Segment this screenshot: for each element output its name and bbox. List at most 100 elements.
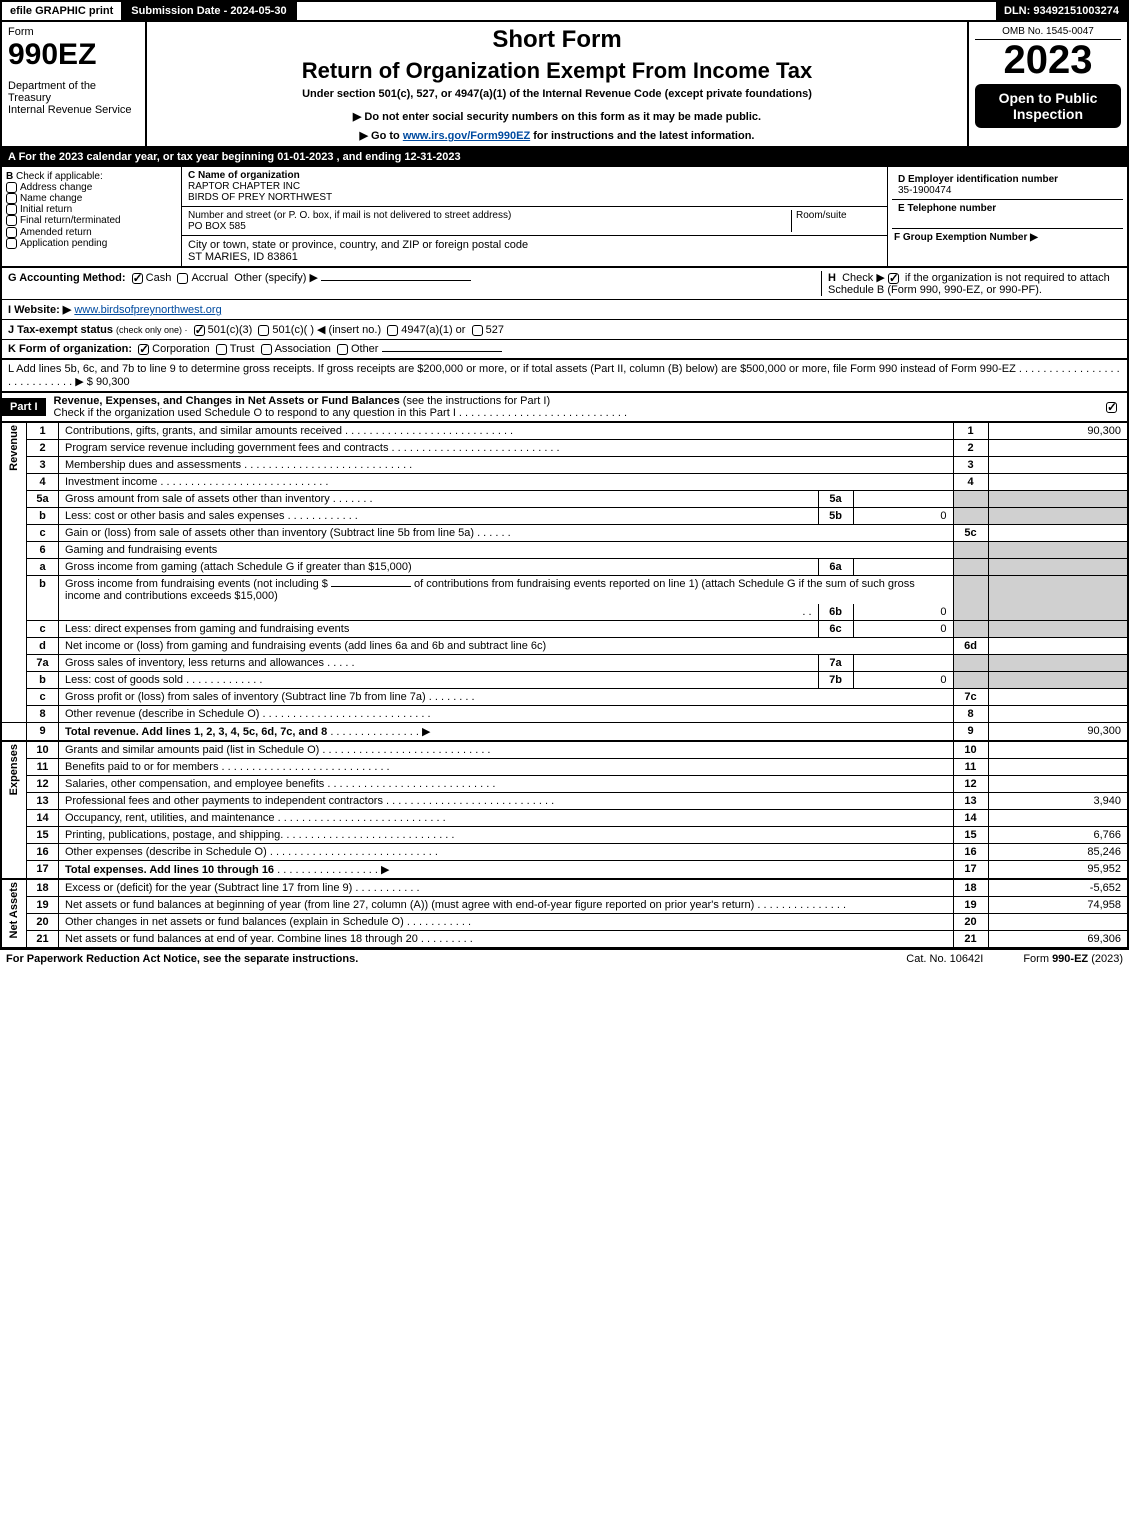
checkbox-accrual[interactable] [177, 273, 188, 284]
sub-5b: 5b [818, 508, 853, 525]
opt-address-change: Address change [20, 182, 92, 193]
checkbox-schedule-o[interactable] [1106, 402, 1117, 413]
checkbox-name-change[interactable] [6, 193, 17, 204]
footer-left: For Paperwork Reduction Act Notice, see … [6, 953, 358, 965]
amt-13: 3,940 [988, 793, 1128, 810]
section-k-form-org: K Form of organization: Corporation Trus… [0, 340, 1129, 360]
num-9: 9 [953, 723, 988, 742]
amt-14 [988, 810, 1128, 827]
amt-2 [988, 440, 1128, 457]
sval-7b: 0 [853, 672, 953, 689]
section-l-gross-receipts: L Add lines 5b, 6c, and 7b to line 9 to … [0, 360, 1129, 393]
part1-check-text: Check if the organization used Schedule … [54, 407, 456, 419]
opt-initial-return: Initial return [20, 204, 72, 215]
checkbox-cash[interactable] [132, 273, 143, 284]
desc-19: Net assets or fund balances at beginning… [65, 899, 754, 911]
checkbox-corporation[interactable] [138, 344, 149, 355]
k-label: K Form of organization: [8, 343, 132, 355]
ln-4: 4 [27, 474, 59, 491]
checkbox-association[interactable] [261, 344, 272, 355]
shade-5a [953, 491, 988, 508]
desc-18: Excess or (deficit) for the year (Subtra… [65, 882, 352, 894]
form-word: Form [8, 26, 139, 38]
amt-8 [988, 706, 1128, 723]
sval-6b: 0 [853, 604, 953, 621]
amt-4 [988, 474, 1128, 491]
sval-5a [853, 491, 953, 508]
ln-20: 20 [27, 914, 59, 931]
desc-8: Other revenue (describe in Schedule O) [65, 708, 259, 720]
shade-amt-5a [988, 491, 1128, 508]
ln-9: 9 [27, 723, 59, 742]
checkbox-other-org[interactable] [337, 344, 348, 355]
desc-17: Total expenses. Add lines 10 through 16 [65, 864, 274, 876]
footer-cat-no: Cat. No. 10642I [906, 953, 983, 965]
ln-1: 1 [27, 423, 59, 440]
part1-label: Part I [2, 398, 46, 416]
ln-16: 16 [27, 844, 59, 861]
i-label: I Website: ▶ [8, 304, 71, 316]
desc-6c: Less: direct expenses from gaming and fu… [65, 623, 349, 635]
opt-accrual: Accrual [191, 272, 228, 284]
num-6d: 6d [953, 638, 988, 655]
page-footer: For Paperwork Reduction Act Notice, see … [0, 949, 1129, 968]
desc-4: Investment income [65, 476, 157, 488]
room-label: Room/suite [791, 210, 881, 232]
desc-3: Membership dues and assessments [65, 459, 241, 471]
checkbox-schedule-b[interactable] [888, 273, 899, 284]
desc-5b: Less: cost or other basis and sales expe… [65, 510, 285, 522]
ln-3: 3 [27, 457, 59, 474]
desc-7a: Gross sales of inventory, less returns a… [65, 657, 324, 669]
top-bar: efile GRAPHIC print Submission Date - 20… [0, 0, 1129, 22]
desc-10: Grants and similar amounts paid (list in… [65, 744, 319, 756]
opt-other-specify: Other (specify) ▶ [234, 272, 318, 284]
sub-6b: 6b [818, 604, 853, 621]
sval-7a [853, 655, 953, 672]
opt-application-pending: Application pending [20, 238, 107, 249]
irs-link[interactable]: www.irs.gov/Form990EZ [403, 130, 530, 142]
shade-7b [953, 672, 988, 689]
desc-5c: Gain or (loss) from sale of assets other… [65, 527, 474, 539]
num-11: 11 [953, 759, 988, 776]
efile-print[interactable]: efile GRAPHIC print [2, 2, 123, 20]
desc-6: Gaming and fundraising events [59, 542, 954, 559]
return-title: Return of Organization Exempt From Incom… [157, 58, 957, 84]
shade-amt-6a [988, 559, 1128, 576]
ln-11: 11 [27, 759, 59, 776]
desc-6d: Net income or (loss) from gaming and fun… [65, 640, 546, 652]
desc-7b: Less: cost of goods sold [65, 674, 183, 686]
j-label: J Tax-exempt status [8, 324, 113, 336]
desc-6a: Gross income from gaming (attach Schedul… [65, 561, 412, 573]
ln-6: 6 [27, 542, 59, 559]
submission-date: Submission Date - 2024-05-30 [123, 2, 296, 20]
arrow-17: ▶ [381, 864, 389, 876]
section-b: B Check if applicable: Address change Na… [2, 167, 182, 266]
checkbox-amended-return[interactable] [6, 227, 17, 238]
website-link[interactable]: www.birdsofpreynorthwest.org [74, 304, 221, 316]
checkbox-application-pending[interactable] [6, 238, 17, 249]
sidebar-expenses: Expenses [1, 741, 27, 879]
ln-5c: c [27, 525, 59, 542]
checkbox-527[interactable] [472, 325, 483, 336]
amt-5c [988, 525, 1128, 542]
city-value: ST MARIES, ID 83861 [188, 251, 298, 263]
part1-title: Revenue, Expenses, and Changes in Net As… [54, 395, 400, 407]
num-21: 21 [953, 931, 988, 949]
shade-6c [953, 621, 988, 638]
checkbox-501c[interactable] [258, 325, 269, 336]
shade-amt-6b2 [988, 604, 1128, 621]
desc-9: Total revenue. Add lines 1, 2, 3, 4, 5c,… [65, 726, 327, 738]
checkbox-4947[interactable] [387, 325, 398, 336]
num-1: 1 [953, 423, 988, 440]
ln-18: 18 [27, 879, 59, 897]
num-14: 14 [953, 810, 988, 827]
checkbox-trust[interactable] [216, 344, 227, 355]
checkbox-address-change[interactable] [6, 182, 17, 193]
checkbox-final-return[interactable] [6, 215, 17, 226]
checkbox-initial-return[interactable] [6, 204, 17, 215]
l-arrow: ▶ $ [75, 376, 93, 388]
opt-501c: 501(c)( ) ◀ (insert no.) [272, 324, 381, 336]
ln-7c: c [27, 689, 59, 706]
footer-right-pre: Form [1023, 953, 1052, 965]
checkbox-501c3[interactable] [194, 325, 205, 336]
